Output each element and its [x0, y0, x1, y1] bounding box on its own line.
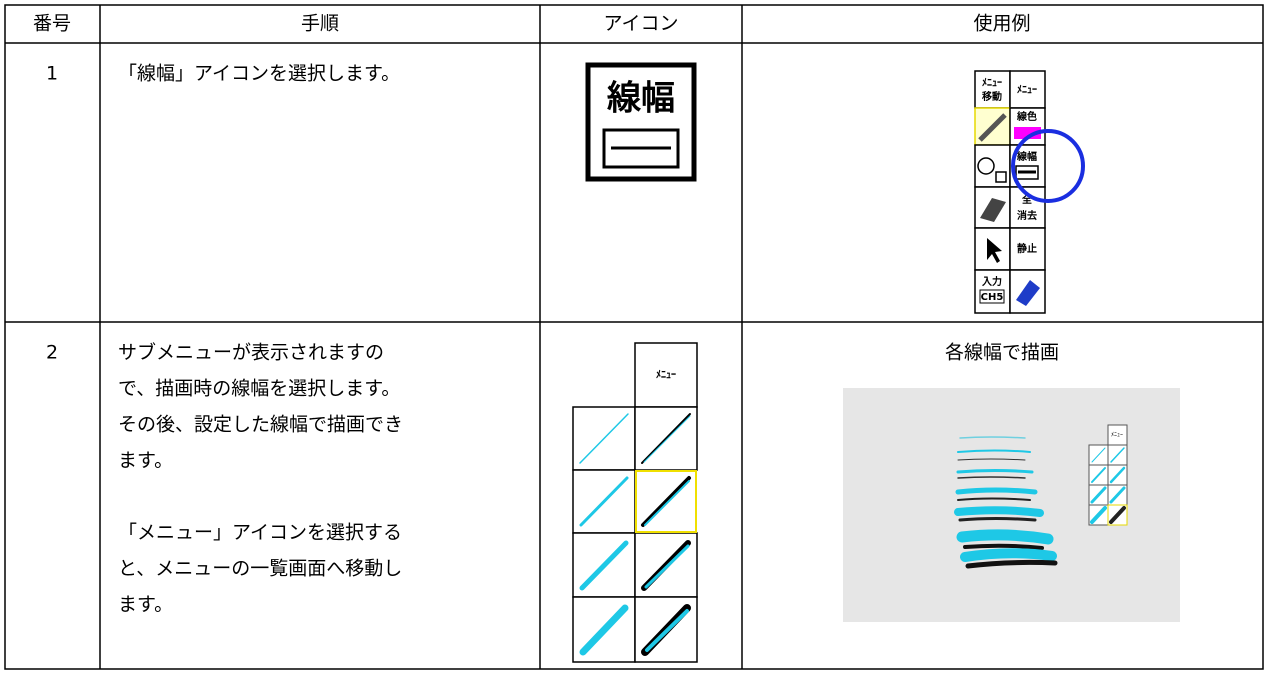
example-caption: 各線幅で描画 — [945, 342, 1059, 364]
menu-label: 線幅 — [1016, 150, 1037, 163]
icon-label: ﾒﾆｭｰ — [656, 369, 676, 381]
step-text: サブメニューが表示されますの — [118, 341, 384, 364]
icon-line-width: 線幅 — [585, 62, 697, 182]
menu-label: 静止 — [1017, 242, 1037, 255]
step-text: と、メニューの一覧画面へ移動し — [118, 558, 402, 580]
menu-label: 全 — [1022, 193, 1032, 206]
example-menu: ﾒﾆｭｰ 移動 ﾒﾆｭｰ 線色 線幅 全 消去 静止 入力 CH5 — [974, 70, 1085, 314]
step-text: ます。 — [118, 450, 173, 472]
menu-label: 移動 — [982, 90, 1002, 103]
row-number: 1 — [46, 63, 58, 85]
icon-submenu: ﾒﾆｭｰ — [572, 342, 698, 663]
menu-label: 線色 — [1016, 110, 1037, 123]
header-cell: 番号 — [33, 13, 71, 35]
header-cell: アイコン — [603, 13, 678, 35]
step-text: その後、設定した線幅で描画でき — [118, 414, 403, 436]
row-number: 2 — [46, 342, 58, 364]
step-text: ます。 — [118, 594, 173, 616]
step-text: 「線幅」アイコンを選択します。 — [118, 63, 400, 85]
menu-label: 入力 — [981, 275, 1002, 288]
menu-label: ﾒﾆｭｰ — [1111, 432, 1123, 439]
header-cell: 使用例 — [973, 13, 1030, 35]
menu-label: ﾒﾆｭｰ — [1017, 84, 1037, 96]
header-row — [5, 5, 1263, 43]
table-borders — [4, 4, 1264, 670]
example-drawing: ﾒﾆｭｰ — [843, 388, 1180, 622]
step-text: で、描画時の線幅を選択します。 — [118, 378, 400, 400]
icon-label: 線幅 — [607, 79, 675, 119]
header-cell: 手順 — [301, 13, 339, 35]
menu-label: CH5 — [981, 292, 1004, 303]
menu-label: 消去 — [1017, 209, 1037, 222]
menu-label: ﾒﾆｭｰ — [982, 77, 1002, 89]
step-text: 「メニュー」アイコンを選択する — [118, 522, 402, 544]
